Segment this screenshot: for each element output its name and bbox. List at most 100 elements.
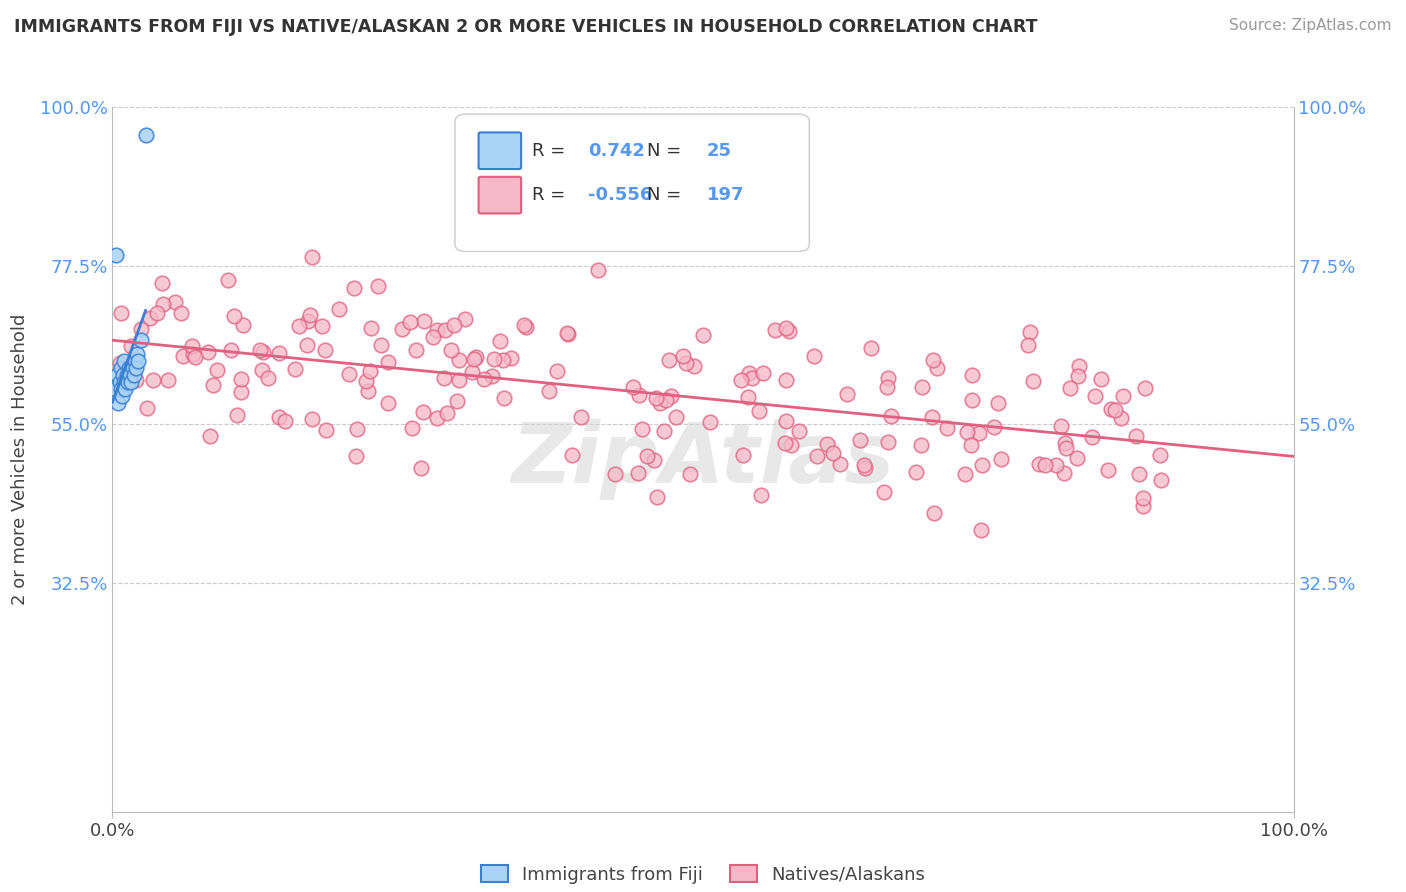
Point	[464, 350, 486, 364]
Point	[1132, 499, 1154, 513]
Point	[1109, 410, 1132, 425]
Point	[315, 424, 337, 438]
Point	[250, 363, 273, 377]
Text: 25: 25	[707, 142, 731, 160]
Point	[873, 485, 896, 500]
Point	[129, 322, 152, 336]
Point	[877, 371, 900, 385]
Point	[775, 414, 797, 428]
Point	[344, 449, 367, 463]
Point	[110, 382, 132, 396]
Point	[436, 406, 458, 420]
Point	[269, 346, 291, 360]
Point	[494, 391, 516, 405]
Point	[1019, 325, 1042, 339]
Point	[692, 327, 714, 342]
Point	[749, 488, 772, 502]
Point	[1059, 381, 1081, 395]
Point	[880, 409, 903, 424]
Point	[815, 437, 838, 451]
Point	[778, 324, 800, 338]
Point	[225, 408, 247, 422]
Point	[117, 375, 139, 389]
Point	[960, 368, 983, 382]
Point	[787, 424, 810, 438]
Point	[561, 448, 583, 462]
Point	[360, 321, 382, 335]
Point	[343, 281, 366, 295]
Point	[181, 346, 204, 360]
Point	[401, 421, 423, 435]
Point	[125, 360, 148, 375]
Point	[675, 356, 697, 370]
Point	[1104, 403, 1126, 417]
Point	[775, 321, 797, 335]
Point	[124, 353, 146, 368]
Point	[114, 382, 136, 396]
Point	[229, 372, 252, 386]
Point	[217, 273, 239, 287]
Point	[295, 337, 318, 351]
Point	[737, 391, 759, 405]
Text: 197: 197	[707, 186, 744, 204]
Point	[354, 374, 377, 388]
Point	[955, 467, 977, 481]
Point	[555, 326, 578, 341]
Point	[412, 405, 434, 419]
Point	[454, 311, 477, 326]
Point	[152, 297, 174, 311]
Point	[139, 311, 162, 326]
Point	[311, 318, 333, 333]
Point	[538, 384, 561, 398]
Point	[921, 352, 943, 367]
Point	[925, 361, 948, 376]
Point	[298, 309, 321, 323]
Point	[773, 436, 796, 450]
Point	[654, 424, 676, 438]
Point	[422, 330, 444, 344]
Point	[135, 128, 157, 143]
Point	[855, 460, 877, 475]
Point	[969, 425, 991, 440]
Point	[513, 318, 536, 333]
Point	[301, 250, 323, 264]
Legend: Immigrants from Fiji, Natives/Alaskans: Immigrants from Fiji, Natives/Alaskans	[481, 865, 925, 884]
Point	[738, 366, 761, 380]
Point	[1054, 441, 1077, 455]
Point	[111, 389, 134, 403]
Point	[922, 506, 945, 520]
Point	[346, 422, 368, 436]
Point	[112, 353, 135, 368]
Point	[655, 393, 678, 408]
FancyBboxPatch shape	[478, 132, 522, 169]
Point	[1149, 448, 1171, 462]
Point	[621, 380, 644, 394]
Point	[699, 415, 721, 429]
Point	[806, 449, 828, 463]
Text: R =: R =	[531, 142, 571, 160]
FancyBboxPatch shape	[478, 177, 522, 213]
Point	[970, 523, 993, 537]
Point	[904, 465, 927, 479]
Point	[1097, 463, 1119, 477]
Point	[1053, 466, 1076, 480]
Point	[741, 371, 763, 385]
Point	[956, 425, 979, 440]
Point	[112, 375, 135, 389]
Point	[586, 263, 609, 277]
Point	[449, 373, 471, 387]
Point	[328, 302, 350, 317]
Point	[484, 351, 506, 366]
Point	[515, 319, 537, 334]
Point	[269, 409, 291, 424]
Point	[636, 450, 658, 464]
Point	[411, 460, 433, 475]
Point	[1028, 457, 1050, 471]
Point	[170, 305, 193, 319]
Point	[446, 394, 468, 409]
Point	[911, 379, 934, 393]
Point	[105, 248, 128, 262]
Point	[207, 363, 229, 377]
Point	[658, 352, 681, 367]
Point	[488, 334, 510, 348]
